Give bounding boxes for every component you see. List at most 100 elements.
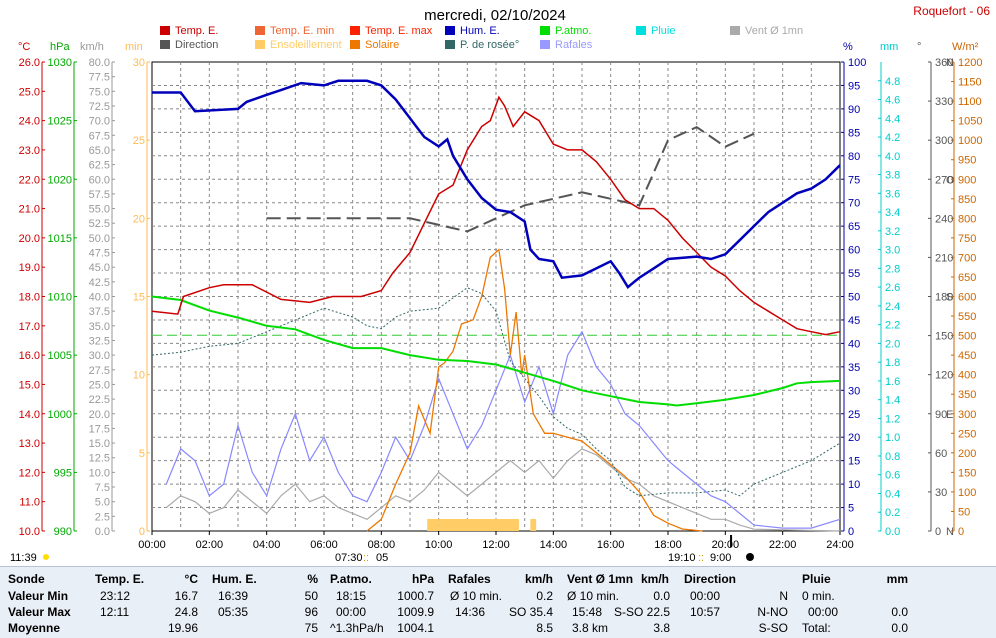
axis-label-temp: 16.0 (19, 350, 40, 362)
sunset-time: 19:10 (668, 552, 696, 564)
legend-label: Direction (175, 39, 218, 51)
axis-label-kmh: 15.0 (89, 438, 110, 450)
axis-label-kmh: 25.0 (89, 379, 110, 391)
avg-pluie-value: 0.0 (891, 621, 908, 635)
axis-label-mm: 3.4 (885, 207, 900, 219)
avg-pluie-label: Total: (802, 621, 831, 635)
axis-label-wm2: 100 (958, 487, 976, 499)
axis-label-temp: 15.0 (19, 379, 40, 391)
sunshine-bar (438, 519, 519, 531)
avg-patmo-trend: ^1.3hPa/h (330, 621, 384, 635)
axis-label-deg: 30 (935, 487, 947, 499)
sunshine-bars (427, 519, 537, 531)
axis-label-wm2: 1000 (958, 135, 982, 147)
min-temp-value: 16.7 (174, 589, 198, 603)
header-rafales: Rafales (448, 572, 491, 586)
axis-label-mm: 0.6 (885, 470, 900, 482)
axis-label-mm: 3.6 (885, 188, 900, 200)
header-temp-unit: °C (184, 572, 198, 586)
axis-compass-label: S (946, 292, 953, 304)
axis-label-kmh: 40.0 (89, 292, 110, 304)
legend-swatch (255, 40, 265, 49)
avg-rafales-value: 8.5 (536, 621, 553, 635)
axis-label-kmh: 60.0 (89, 174, 110, 186)
max-hum-value: 96 (304, 605, 318, 619)
axis-label-mm: 1.6 (885, 376, 900, 388)
x-tick-label: 04:00 (253, 539, 281, 551)
axis-label-mm: 3.2 (885, 226, 900, 238)
header-patmo-unit: hPa (411, 572, 434, 586)
axis-label-kmh: 75.0 (89, 86, 110, 98)
legend-swatch (540, 26, 550, 35)
axis-label-hpa: 1015 (48, 233, 72, 245)
axis-label-wm2: 800 (958, 213, 976, 225)
x-tick-label: 16:00 (597, 539, 625, 551)
axis-label-kmh: 32.5 (89, 335, 110, 347)
axis-label-hpa: 1020 (48, 174, 72, 186)
legend-label: Rafales (555, 39, 593, 51)
min-patmo-value: 1000.7 (397, 589, 434, 603)
axis-label-min: 30 (133, 57, 145, 69)
min-vent-time: Ø 10 min. (567, 589, 620, 603)
axis-label-pct: 85 (848, 127, 860, 139)
axis-label-wm2: 650 (958, 272, 976, 284)
axis-label-pct: 50 (848, 292, 860, 304)
series-lines (151, 79, 841, 532)
legend-swatch (730, 26, 740, 35)
axis-label-kmh: 42.5 (89, 277, 110, 289)
axis-label-pct: 10 (848, 479, 860, 491)
x-tick-label: 06:00 (310, 539, 338, 551)
axis-label-kmh: 57.5 (89, 189, 110, 201)
axis-label-kmh: 52.5 (89, 218, 110, 230)
unit-min: min (125, 41, 143, 53)
sunrise-separator: :: (363, 552, 369, 564)
legend-label: Solaire (365, 39, 399, 51)
axis-label-mm: 2.2 (885, 320, 900, 332)
legend-label: P. de rosée° (460, 39, 519, 51)
axis-label-kmh: 70.0 (89, 116, 110, 128)
axis-label-kmh: 62.5 (89, 160, 110, 172)
axis-label-pct: 75 (848, 174, 860, 186)
axis-label-wm2: 200 (958, 448, 976, 460)
axis-label-pct: 15 (848, 456, 860, 468)
axis-label-kmh: 37.5 (89, 306, 110, 318)
axis-label-deg: 330 (935, 96, 953, 108)
axis-label-wm2: 0 (958, 526, 964, 538)
axis-label-mm: 0.2 (885, 507, 900, 519)
row-avg-label: Moyenne (8, 621, 61, 635)
axis-label-temp: 18.0 (19, 292, 40, 304)
unit-kmh: km/h (80, 41, 104, 53)
axis-label-deg: 0 (935, 526, 941, 538)
axis-label-deg: 150 (935, 331, 953, 343)
axis-label-deg: 180 (935, 292, 953, 304)
legend-label: Temp. E. (175, 25, 218, 37)
axis-label-kmh: 35.0 (89, 321, 110, 333)
axis-compass-label: N (946, 57, 954, 69)
axis-label-pct: 25 (848, 409, 860, 421)
sunrise-time: 07:30 (335, 552, 363, 564)
axis-label-wm2: 700 (958, 252, 976, 264)
axis-label-deg: 60 (935, 448, 947, 460)
x-tick-label: 12:00 (482, 539, 510, 551)
max-temp-time: 12:11 (100, 605, 130, 619)
unit-hpa: hPa (50, 41, 70, 53)
x-tick-label: 14:00 (540, 539, 568, 551)
axis-label-temp: 24.0 (19, 116, 40, 128)
header-pluie: Pluie (802, 572, 831, 586)
axis-label-pct: 100 (848, 57, 866, 69)
axis-label-pct: 70 (848, 198, 860, 210)
max-vent-time: 15:48 (572, 605, 603, 619)
grid-lines (152, 62, 840, 531)
moon-phase-icon (746, 553, 754, 561)
max-rafales-time: 14:36 (455, 605, 486, 619)
moonrise-time: 11:39 (10, 552, 37, 564)
axis-label-deg: 360 (935, 57, 953, 69)
axis-label-mm: 1.0 (885, 432, 900, 444)
legend-label: Pluie (651, 25, 675, 37)
axis-label-mm: 4.0 (885, 151, 900, 163)
axis-label-pct: 30 (848, 385, 860, 397)
axis-label-deg: 300 (935, 135, 953, 147)
axis-label-min: 20 (133, 213, 145, 225)
axis-label-pct: 45 (848, 315, 860, 327)
axis-label-mm: 3.8 (885, 170, 900, 182)
